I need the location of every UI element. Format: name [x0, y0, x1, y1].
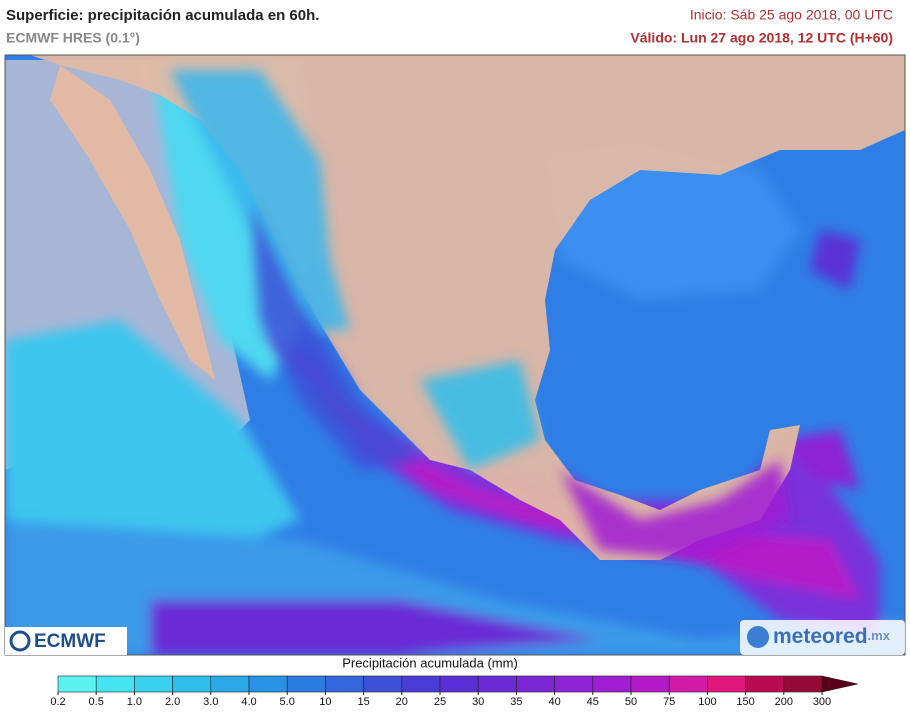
rain-over-land — [170, 70, 790, 560]
color-bin — [401, 675, 441, 693]
color-bin — [134, 675, 173, 693]
tick-label: 40 — [548, 696, 560, 708]
logo-text: meteored.mx — [773, 625, 891, 648]
logo-icon — [9, 630, 31, 652]
meteored-logo: meteored.mx — [740, 620, 905, 655]
color-bin — [363, 675, 403, 693]
tick-label: 100 — [698, 696, 716, 708]
tick-label: 0.5 — [89, 696, 104, 708]
tick-label: 300 — [813, 696, 831, 708]
over-arrow — [821, 675, 859, 693]
map-frame — [4, 54, 906, 656]
color-bin — [554, 675, 594, 693]
tick-label: 25 — [434, 696, 446, 708]
logo-name: meteored — [773, 625, 868, 648]
ecmwf-logo: ECMWF — [5, 627, 127, 655]
color-bin — [516, 675, 555, 693]
baja-california — [50, 65, 215, 380]
init-time: Inicio: Sáb 25 ago 2018, 00 UTC — [690, 7, 893, 23]
color-bin — [630, 675, 670, 693]
color-bin — [707, 675, 746, 693]
map — [5, 55, 905, 655]
color-bin — [745, 675, 785, 693]
tick-label: 5.0 — [280, 696, 295, 708]
title: Superficie: precipitación acumulada en 6… — [6, 7, 319, 24]
color-bin — [95, 675, 135, 693]
color-bin — [248, 675, 288, 693]
tick-label: 2.0 — [165, 696, 180, 708]
tick-label: 35 — [510, 696, 522, 708]
color-bin — [57, 675, 97, 693]
color-bin — [325, 675, 364, 693]
tick-label: 45 — [587, 696, 599, 708]
color-bin — [477, 675, 517, 693]
tick-label: 150 — [736, 696, 754, 708]
logo-icon — [747, 626, 769, 648]
model: ECMWF HRES (0.1°) — [6, 30, 140, 46]
color-bin — [210, 675, 250, 693]
color-bin — [592, 675, 632, 693]
tick-label: 200 — [775, 696, 793, 708]
color-bin — [439, 675, 479, 693]
tick-label: 0.2 — [50, 696, 65, 708]
logo-bg — [740, 620, 905, 655]
tick-label: 30 — [472, 696, 484, 708]
tick-label: 1.0 — [127, 696, 142, 708]
logo-suffix: .mx — [868, 628, 891, 643]
tick-label: 20 — [396, 696, 408, 708]
tick-label: 10 — [319, 696, 331, 708]
legend-title: Precipitación acumulada (mm) — [342, 655, 518, 670]
color-bin — [286, 675, 326, 693]
logo-bg — [5, 627, 127, 655]
tick-label: 4.0 — [241, 696, 256, 708]
tick-label: 50 — [625, 696, 637, 708]
valid-time: Válido: Lun 27 ago 2018, 12 UTC (H+60) — [630, 30, 893, 46]
tick-label: 3.0 — [203, 696, 218, 708]
logo-text: ECMWF — [34, 631, 106, 652]
color-bin — [172, 675, 212, 693]
tick-label: 75 — [663, 696, 675, 708]
color-bin — [783, 675, 823, 693]
color-bin — [668, 675, 708, 693]
colorbar: 0.2 0.5 1.0 2.0 3.0 4.0 5.0 10 15 20 25 30 35 40 45 50 7… — [50, 675, 859, 708]
tick-label: 15 — [357, 696, 369, 708]
